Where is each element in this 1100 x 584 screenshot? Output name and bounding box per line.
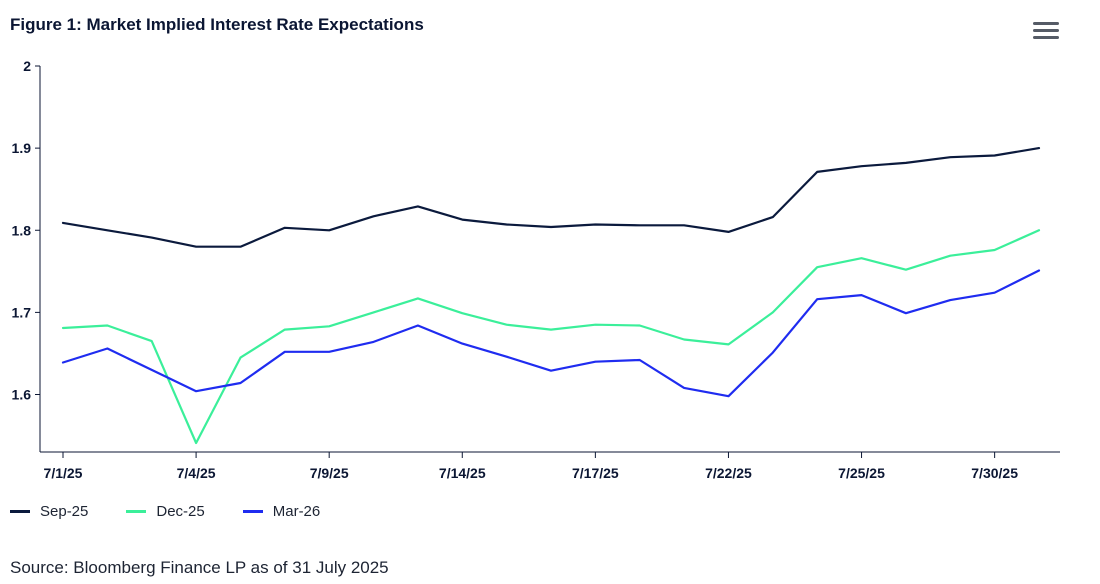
source-note: Source: Bloomberg Finance LP as of 31 Ju… [10,558,389,577]
x-tick-label: 7/1/25 [44,465,83,481]
x-tick-label: 7/4/25 [177,465,216,481]
menu-bar [1033,36,1059,39]
legend-label: Sep-25 [40,503,89,520]
legend-item-dec-25[interactable]: Dec-25 [126,503,205,520]
series-lines [61,147,1041,445]
menu-bar [1033,22,1059,25]
chart-title: Figure 1: Market Implied Interest Rate E… [10,15,424,34]
legend-swatch [126,510,147,513]
x-tick-label: 7/30/25 [971,465,1018,481]
chart-legend: Sep-25 Dec-25 Mar-26 [10,503,358,520]
legend-item-mar-26[interactable]: Mar-26 [242,503,321,520]
series-line-sep-25 [61,147,1041,248]
line-chart: 1.61.71.81.92 7/1/25 7/4/25 7/9/25 7/14/25 7… [12,58,1060,481]
y-tick-label: 2 [23,58,31,74]
x-tick-label: 7/17/25 [572,465,619,481]
x-tick-label: 7/9/25 [310,465,349,481]
legend-swatch [10,510,30,513]
x-axis-ticks: 7/1/25 7/4/25 7/9/25 7/14/25 7/17/25 7/22/25 7… [44,452,1018,481]
y-tick-label: 1.6 [12,387,32,403]
y-tick-label: 1.9 [12,140,32,156]
hamburger-menu-icon[interactable] [1033,22,1059,42]
menu-bar [1033,29,1059,32]
legend-item-sep-25[interactable]: Sep-25 [10,503,88,520]
y-tick-label: 1.8 [12,222,32,238]
chart-axes [39,66,1060,453]
x-tick-label: 7/25/25 [838,465,885,481]
legend-swatch [242,510,263,513]
legend-label: Mar-26 [272,503,321,520]
x-tick-label: 7/14/25 [439,465,486,481]
x-tick-label: 7/22/25 [705,465,752,481]
y-axis-ticks: 1.6 1.7 1.8 1.9 2 [12,58,40,403]
series-line-dec-25 [61,229,1041,445]
y-tick-label: 1.7 [12,304,32,320]
legend-label: Dec-25 [156,503,205,520]
series-line-mar-26 [61,269,1041,398]
